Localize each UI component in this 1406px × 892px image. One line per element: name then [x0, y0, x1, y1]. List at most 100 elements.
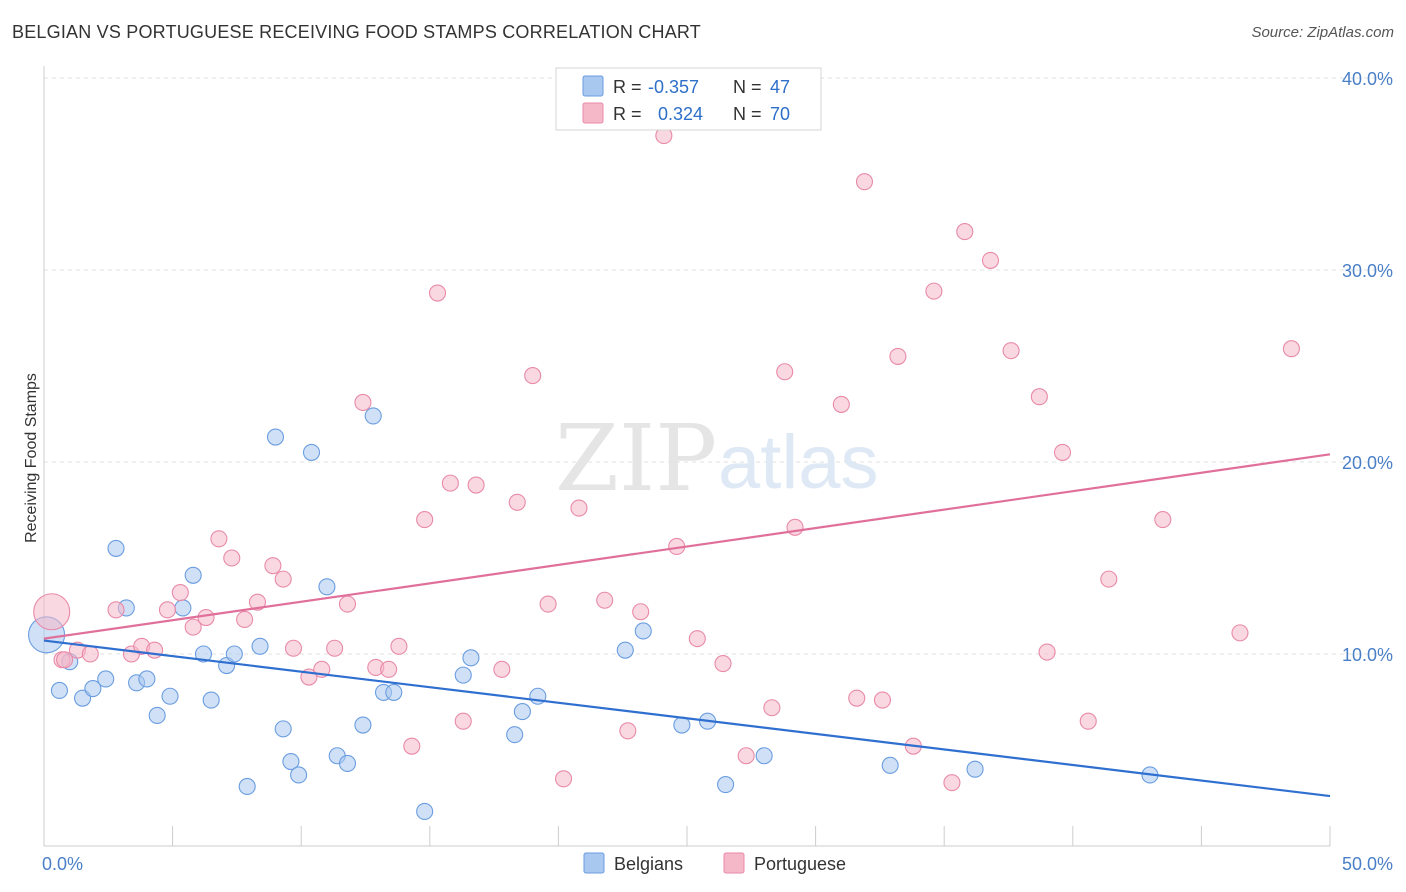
- data-point: [508, 493, 526, 511]
- data-point: [338, 754, 357, 772]
- data-point: [197, 608, 215, 627]
- data-point: [236, 610, 254, 628]
- data-point: [354, 716, 372, 734]
- data-point: [338, 595, 357, 613]
- data-point: [148, 706, 166, 724]
- y-tick-label: 20.0%: [1342, 453, 1393, 473]
- legend-bottom-label-portuguese: Portuguese: [754, 854, 846, 874]
- watermark: ZIP atlas: [555, 405, 879, 512]
- data-point: [881, 756, 899, 774]
- data-point: [161, 687, 179, 705]
- data-point: [138, 670, 156, 688]
- data-point: [428, 284, 447, 302]
- data-point: [454, 712, 472, 730]
- data-point: [943, 774, 961, 792]
- data-point: [441, 474, 459, 492]
- data-point: [238, 777, 256, 796]
- data-point: [634, 622, 652, 640]
- watermark-zip: ZIP: [555, 405, 717, 512]
- trend-line: [43, 639, 1331, 798]
- legend-bottom-swatch-portuguese: [723, 852, 745, 874]
- data-point: [390, 637, 408, 655]
- data-point: [380, 660, 398, 678]
- data-point: [56, 651, 74, 669]
- data-point: [248, 593, 267, 611]
- legend-n-label-portuguese: N =: [733, 104, 762, 124]
- watermark-atlas: atlas: [718, 420, 879, 505]
- data-point: [290, 766, 308, 784]
- data-point: [462, 649, 480, 667]
- data-point: [223, 549, 241, 567]
- data-point: [873, 691, 892, 709]
- legend-r-label-portuguese: R =: [613, 104, 642, 124]
- data-point: [966, 760, 984, 778]
- data-point: [326, 639, 344, 657]
- data-point: [146, 641, 164, 659]
- legend-swatch-portuguese: [582, 102, 604, 124]
- data-point: [554, 770, 573, 788]
- legend-r-value-belgians: -0.357: [648, 77, 699, 97]
- data-point: [1053, 443, 1072, 461]
- data-point: [50, 681, 68, 700]
- data-point: [1231, 624, 1249, 642]
- data-point: [403, 737, 421, 755]
- data-point: [184, 566, 202, 584]
- data-point: [33, 593, 71, 631]
- trend-lines: [43, 453, 1331, 798]
- legend-bottom-swatch-belgians: [583, 852, 605, 874]
- data-point: [596, 591, 614, 609]
- data-point: [274, 570, 292, 588]
- trend-line: [43, 453, 1331, 640]
- chart-title: BELGIAN VS PORTUGUESE RECEIVING FOOD STA…: [12, 22, 701, 42]
- data-point: [889, 347, 907, 365]
- data-point: [513, 703, 531, 721]
- data-point: [318, 578, 336, 596]
- y-tick-label: 30.0%: [1342, 261, 1393, 281]
- data-point: [158, 601, 177, 619]
- data-point: [416, 802, 434, 820]
- data-point: [364, 407, 382, 425]
- legend-n-label-belgians: N =: [733, 77, 762, 97]
- x-tick-label-max: 50.0%: [1342, 854, 1393, 874]
- y-tick-labels: 10.0% 20.0% 30.0% 40.0%: [1342, 69, 1393, 665]
- legend-r-label-belgians: R =: [613, 77, 642, 97]
- data-point: [1038, 643, 1056, 661]
- legend-r-value-portuguese: 0.324: [658, 104, 703, 124]
- axes: [43, 66, 1331, 847]
- legend-swatch-belgians: [582, 75, 604, 97]
- data-point: [1030, 388, 1048, 406]
- data-point: [251, 637, 269, 655]
- data-point: [763, 699, 781, 717]
- data-point: [354, 393, 372, 412]
- data-point: [717, 776, 735, 794]
- data-point: [632, 603, 650, 621]
- source-label: Source: ZipAtlas.com: [1251, 24, 1394, 41]
- data-point: [493, 660, 511, 678]
- data-point: [855, 173, 874, 191]
- data-point: [202, 691, 220, 709]
- data-point: [174, 599, 192, 617]
- data-point: [97, 670, 115, 688]
- data-point: [107, 601, 125, 619]
- data-point: [1079, 712, 1097, 730]
- legend-bottom-label-belgians: Belgians: [614, 854, 683, 874]
- data-point: [619, 722, 637, 740]
- data-point: [107, 539, 125, 557]
- data-point: [755, 747, 773, 765]
- data-point: [956, 223, 974, 241]
- data-point: [688, 630, 706, 648]
- data-point: [171, 584, 189, 602]
- data-point: [416, 511, 434, 529]
- legend-bottom: Belgians Portuguese: [583, 852, 846, 874]
- data-point: [506, 726, 524, 744]
- y-tick-label: 10.0%: [1342, 645, 1393, 665]
- data-point: [1100, 570, 1118, 588]
- legend-n-value-belgians: 47: [770, 77, 790, 97]
- data-point: [194, 645, 213, 663]
- data-point: [210, 530, 228, 548]
- data-point: [714, 655, 732, 673]
- data-point: [84, 680, 102, 698]
- data-point: [1154, 511, 1172, 529]
- x-tick-label-min: 0.0%: [42, 854, 83, 874]
